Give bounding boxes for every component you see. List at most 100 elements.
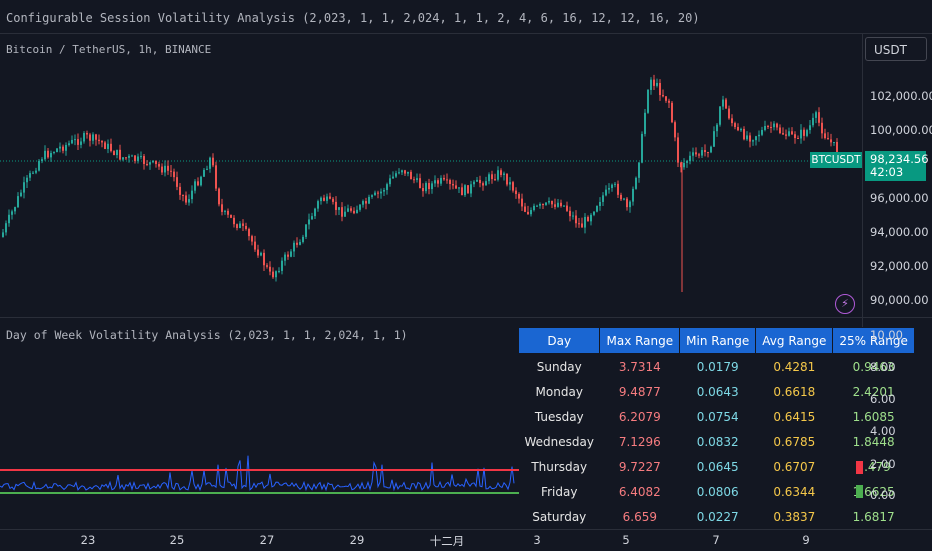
day-cell: Monday <box>518 379 600 404</box>
candle-body <box>53 152 55 154</box>
candle-body <box>368 196 370 204</box>
table-row: Saturday 6.659 0.0227 0.3837 1.6817 <box>518 504 915 529</box>
time-axis-tick: 十二月 <box>429 534 465 548</box>
time-axis-tick: 25 <box>169 533 185 547</box>
candle-body <box>203 169 205 177</box>
pane-divider[interactable] <box>0 317 932 318</box>
candle-body <box>32 172 34 174</box>
candle-body <box>50 153 52 158</box>
candle-body <box>446 179 448 181</box>
candle-body <box>605 189 607 196</box>
candle-body <box>749 135 751 142</box>
price-axis-tick: 92,000.00 <box>870 259 929 273</box>
candle-body <box>743 128 745 140</box>
indicator-title-top[interactable]: Configurable Session Volatility Analysis… <box>6 11 700 25</box>
price-axis-tick: 100,000.00 <box>870 123 932 137</box>
candle-body <box>125 157 127 159</box>
candle-body <box>86 133 88 135</box>
candle-body <box>398 172 400 174</box>
candle-body <box>755 136 757 141</box>
candle-body <box>665 96 667 101</box>
candle-body <box>728 108 730 119</box>
candle-body <box>47 150 49 158</box>
candle-body <box>284 254 286 261</box>
candle-body <box>821 122 823 134</box>
volatility-series-line <box>0 455 515 492</box>
candle-body <box>71 139 73 144</box>
candle-body <box>224 210 226 212</box>
time-axis-tick: 9 <box>802 533 810 547</box>
candle-body <box>62 146 64 151</box>
candle-body <box>404 170 406 174</box>
candle-body <box>377 192 379 194</box>
candle-body <box>443 177 445 180</box>
candle-body <box>293 242 295 252</box>
last-price-value: 98,234.56 <box>870 152 929 166</box>
avg-range-cell: 0.4281 <box>755 353 833 379</box>
lower-line-value-tag <box>856 485 863 498</box>
time-axis[interactable]: 23 25 27 29 十二月 3 5 7 9 <box>0 529 932 551</box>
candle-body <box>131 155 133 157</box>
candle-body <box>167 165 169 171</box>
candle-body <box>374 192 376 196</box>
day-cell: Saturday <box>518 504 600 529</box>
candle-body <box>245 225 247 229</box>
candle-body <box>584 216 586 228</box>
candle-body <box>497 170 499 180</box>
candle-body <box>356 209 358 214</box>
max-range-cell: 6.4082 <box>599 479 680 504</box>
indicator-axis-tick: 8.00 <box>870 360 896 374</box>
candle-body <box>707 152 709 154</box>
candle-body <box>764 126 766 130</box>
candle-body <box>38 160 40 171</box>
currency-button[interactable]: USDT <box>865 37 927 61</box>
candle-body <box>629 201 631 208</box>
candle-body <box>140 156 142 158</box>
candle-body <box>143 156 145 164</box>
price-chart[interactable] <box>0 62 862 316</box>
candle-body <box>278 270 280 272</box>
candle-body <box>347 208 349 212</box>
candle-body <box>737 127 739 131</box>
symbol-description[interactable]: Bitcoin / TetherUS, 1h, BINANCE <box>6 43 212 56</box>
candle-body <box>137 156 139 162</box>
time-axis-tick: 3 <box>533 533 541 547</box>
candle-body <box>653 79 655 86</box>
candle-body <box>551 200 553 205</box>
candle-body <box>248 228 250 237</box>
candle-body <box>359 204 361 210</box>
min-range-cell: 0.0643 <box>679 379 756 404</box>
candle-body <box>698 154 700 156</box>
candle-body <box>746 135 748 140</box>
candle-body <box>311 216 313 220</box>
candle-body <box>599 201 601 206</box>
candle-body <box>818 112 820 123</box>
candle-body <box>110 143 112 152</box>
candle-body <box>554 204 556 207</box>
candle-body <box>170 170 172 172</box>
candle-body <box>596 205 598 212</box>
candle-body <box>242 223 244 226</box>
candle-body <box>416 178 418 180</box>
candle-body <box>314 208 316 217</box>
candle-body <box>431 183 433 190</box>
candle-body <box>329 196 331 199</box>
candle-body <box>791 131 793 135</box>
candle-body <box>251 236 253 242</box>
candle-body <box>593 211 595 215</box>
volatility-table: Day Max Range Min Range Avg Range 25% Ra… <box>517 327 915 529</box>
candle-body <box>572 215 574 217</box>
header-divider <box>0 33 932 34</box>
candle-body <box>560 202 562 207</box>
candle-body <box>176 177 178 187</box>
candle-body <box>326 196 328 201</box>
candle-body <box>308 219 310 225</box>
candle-body <box>794 134 796 139</box>
candle-body <box>320 197 322 202</box>
candle-body <box>266 265 268 267</box>
candle-body <box>641 133 643 163</box>
lightning-icon[interactable]: ⚡ <box>835 294 855 314</box>
candle-body <box>686 160 688 163</box>
volatility-indicator-title[interactable]: Day of Week Volatility Analysis (2,023, … <box>6 328 408 342</box>
candle-body <box>539 204 541 206</box>
